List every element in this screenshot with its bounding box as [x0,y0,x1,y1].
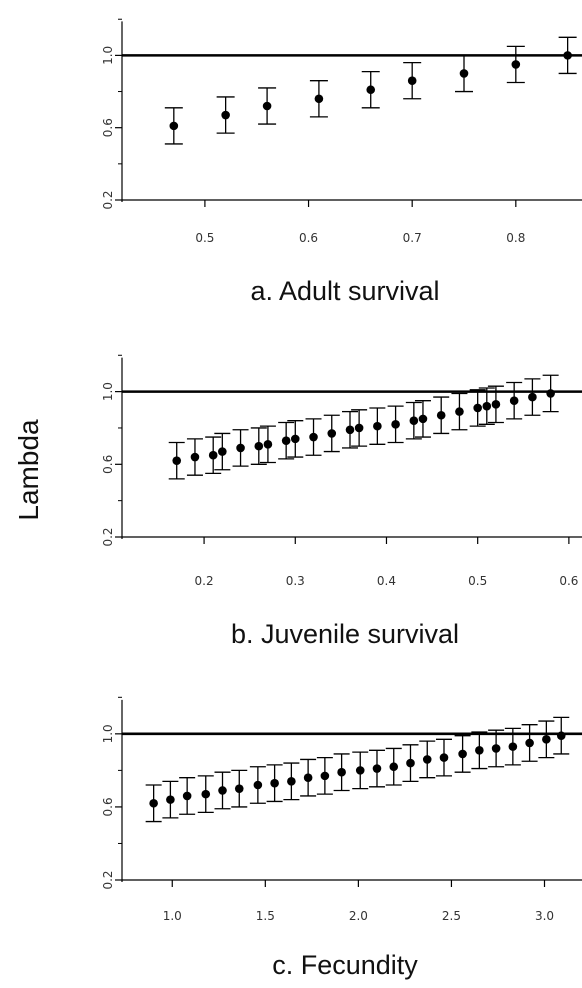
x-tick-label: 0.2 [195,574,214,588]
data-point [389,762,399,772]
data-point [473,403,482,413]
data-point [208,450,218,460]
data-point [391,420,400,429]
data-point [509,396,519,406]
y-tick-label: 1.0 [101,46,115,65]
x-tick-label: 1.5 [256,909,275,923]
data-point [166,795,175,804]
panel-caption: a. Adult survival [250,276,439,306]
x-tick-label: 0.5 [195,231,214,245]
data-point [418,414,428,424]
data-point [262,101,272,111]
data-point [546,389,555,398]
data-point [218,447,227,456]
data-point [491,744,501,753]
data-point [287,777,296,786]
data-point [409,416,419,425]
data-point [475,745,484,755]
data-point [221,110,230,120]
data-point [407,76,417,85]
data-point [234,784,244,793]
data-point [201,789,211,799]
data-point [355,766,365,775]
panel-caption: b. Juvenile survival [231,619,459,649]
x-tick-label: 0.4 [377,574,396,588]
data-point [236,443,245,453]
data-point [528,392,537,402]
data-point [149,798,158,808]
x-tick-label: 2.5 [442,909,461,923]
data-point [422,755,432,764]
data-point [372,764,382,773]
chart-panel-juvenile-survival: 0.2 0.6 1.0 0.2 0.3 0.4 0.5 0.6 b. Juvenile surv… [101,354,582,649]
y-tick-label: 1.0 [101,724,115,743]
data-point [491,400,501,409]
data-point [354,423,364,433]
data-point [542,735,551,744]
x-tick-label: 0.7 [403,231,422,245]
data-point [320,771,330,781]
y-tick-label: 0.6 [101,118,115,137]
x-tick-label: 0.6 [559,574,578,588]
data-point [525,738,534,748]
data-point [458,749,467,759]
data-point [373,421,382,431]
data-point [563,51,572,60]
data-point [459,69,469,78]
data-point [270,778,279,788]
data-point [172,456,182,465]
data-point [253,780,263,790]
x-tick-label: 0.3 [286,574,305,588]
data-point [254,441,264,451]
data-point [327,429,337,438]
data-point [309,432,318,442]
data-point [439,753,449,762]
shared-y-axis-label: Lambda [13,419,44,521]
data-point [263,440,273,449]
data-point [314,94,324,104]
data-point [508,742,518,751]
y-tick-label: 0.2 [101,190,115,209]
data-point [436,410,446,420]
y-tick-label: 1.0 [101,382,115,401]
data-point [511,60,521,69]
data-point [556,731,566,740]
data-point [281,436,291,445]
y-tick-label: 0.6 [101,797,115,816]
chart-panel-fecundity: 0.2 0.6 1.0 1.0 1.5 2.0 2.5 3.0 c. Fecundity [101,696,582,980]
data-point [345,425,355,435]
y-tick-label: 0.6 [101,455,115,474]
x-tick-label: 0.5 [468,574,487,588]
y-tick-label: 0.2 [101,870,115,889]
data-point [303,773,313,782]
data-point [455,407,464,416]
data-point [182,791,192,801]
y-tick-label: 0.2 [101,527,115,546]
data-point [290,434,300,444]
data-point [190,452,200,462]
data-point [218,786,227,795]
chart-panel-adult-survival: 0.2 0.6 1.0 0.5 0.6 0.7 0.8 a. Adult survival [101,18,582,306]
x-tick-label: 3.0 [535,909,554,923]
x-tick-label: 0.8 [506,231,525,245]
x-tick-label: 0.6 [299,231,318,245]
data-point [337,767,346,777]
x-tick-label: 1.0 [163,909,182,923]
data-point [482,401,492,411]
panel-caption: c. Fecundity [272,950,418,980]
x-tick-label: 2.0 [349,909,368,923]
data-point [366,85,376,95]
data-point [406,758,415,768]
data-point [169,121,179,131]
